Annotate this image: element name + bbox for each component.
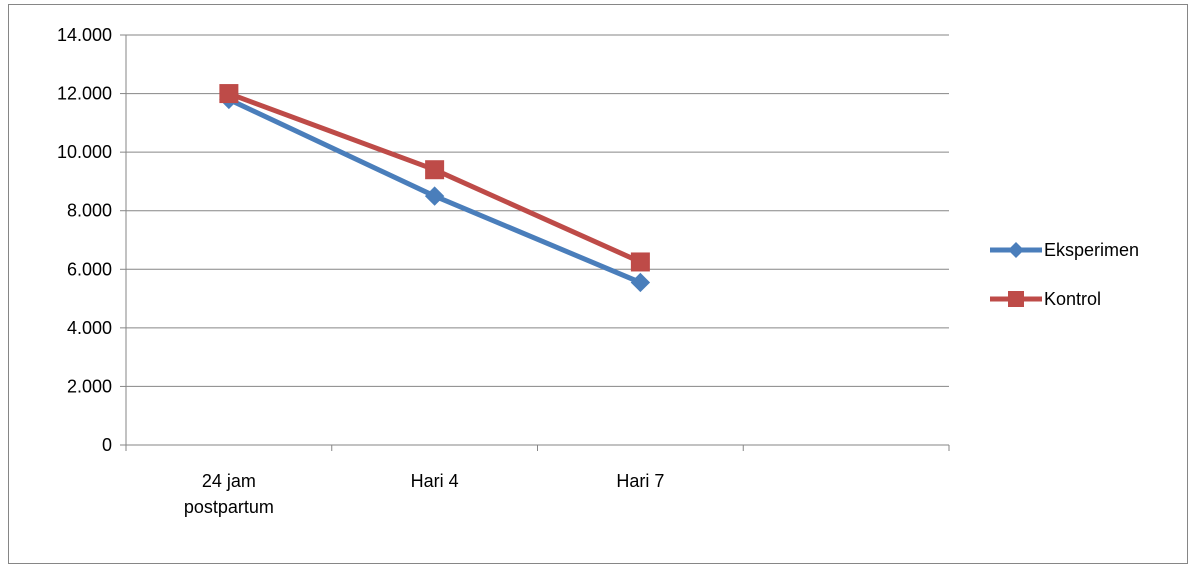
y-tick-label: 2.000 — [67, 376, 112, 396]
y-tick-label: 6.000 — [67, 259, 112, 279]
legend-marker-diamond — [1008, 242, 1024, 258]
legend-label: Kontrol — [1044, 289, 1101, 309]
y-tick-label: 10.000 — [57, 142, 112, 162]
legend-item-eksperimen: Eksperimen — [990, 240, 1139, 260]
series — [219, 84, 651, 293]
legend: Eksperimen Kontrol — [990, 240, 1139, 309]
y-tick-label: 12.000 — [57, 84, 112, 104]
legend-label: Eksperimen — [1044, 240, 1139, 260]
y-tick-label: 14.000 — [57, 25, 112, 45]
x-tick-labels: 24 jam postpartum Hari 4 Hari 7 — [184, 471, 665, 517]
y-tick-label: 4.000 — [67, 318, 112, 338]
x-tick-label: 24 jam — [202, 471, 256, 491]
legend-item-kontrol: Kontrol — [990, 289, 1101, 309]
y-tick-label: 0 — [102, 435, 112, 455]
line-chart: 02.0004.0006.0008.00010.00012.00014.000 … — [57, 25, 1139, 517]
data-point — [219, 84, 239, 104]
axes — [120, 34, 950, 451]
data-point — [424, 186, 445, 206]
data-point — [425, 160, 445, 180]
x-tick-label: Hari 4 — [411, 471, 459, 491]
x-tick-label: Hari 7 — [616, 471, 664, 491]
y-tick-labels: 0 2.000 4.000 6.000 8.000 10.000 12.000 14.000 — [57, 25, 112, 455]
y-tick-label: 8.000 — [67, 201, 112, 221]
chart-frame — [8, 4, 1188, 564]
series-eksperimen — [219, 89, 651, 293]
legend-marker-square — [1008, 291, 1024, 307]
data-point — [630, 252, 650, 272]
gridlines — [126, 34, 949, 387]
series-kontrol — [219, 84, 650, 272]
data-point — [630, 272, 651, 293]
x-tick-label: postpartum — [184, 497, 274, 517]
